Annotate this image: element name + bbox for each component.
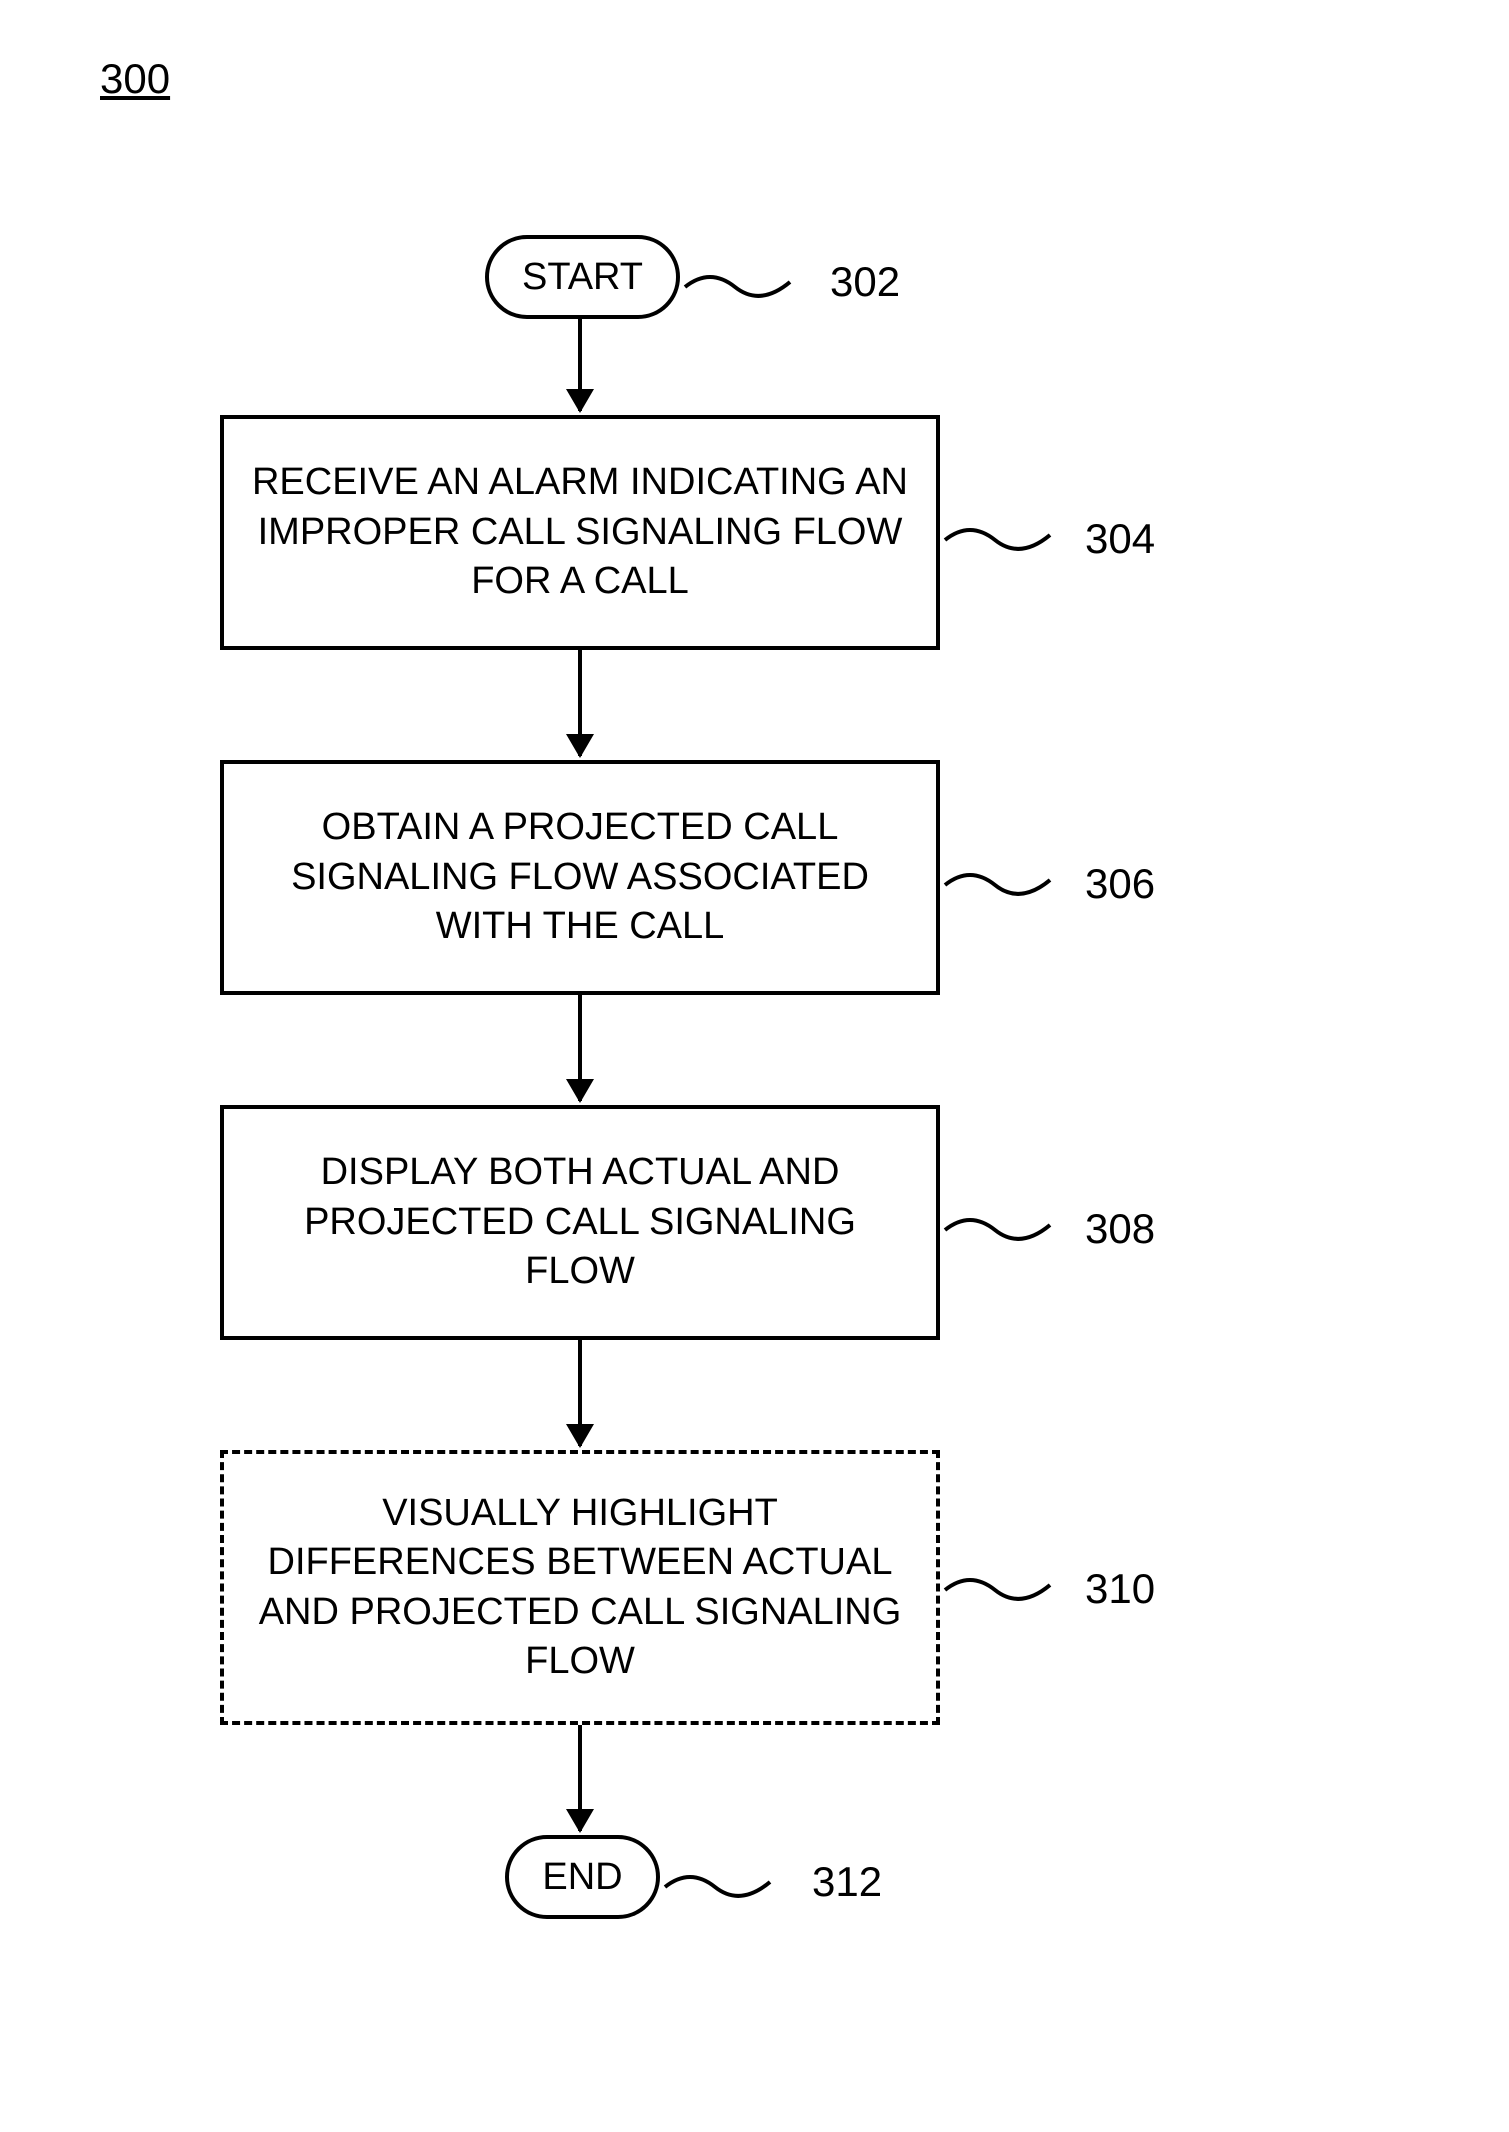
step3-text: DISPLAY BOTH ACTUAL AND PROJECTED CALL S… bbox=[244, 1148, 916, 1296]
start-terminator: START bbox=[485, 235, 680, 319]
ref-label-306: 306 bbox=[1085, 860, 1155, 908]
squiggle-start bbox=[680, 262, 820, 312]
start-text: START bbox=[522, 256, 643, 299]
squiggle-step3 bbox=[940, 1205, 1080, 1255]
ref-label-302: 302 bbox=[830, 258, 900, 306]
arrow-5 bbox=[578, 1725, 582, 1831]
end-terminator: END bbox=[505, 1835, 660, 1919]
step4-text: VISUALLY HIGHLIGHT DIFFERENCES BETWEEN A… bbox=[244, 1489, 916, 1687]
arrow-3 bbox=[578, 995, 582, 1101]
figure-label: 300 bbox=[100, 55, 170, 103]
step1-text: RECEIVE AN ALARM INDICATING AN IMPROPER … bbox=[244, 458, 916, 606]
squiggle-step1 bbox=[940, 515, 1080, 565]
ref-label-312: 312 bbox=[812, 1858, 882, 1906]
end-text: END bbox=[542, 1856, 622, 1899]
squiggle-end bbox=[660, 1862, 800, 1912]
ref-label-308: 308 bbox=[1085, 1205, 1155, 1253]
process-step-3: DISPLAY BOTH ACTUAL AND PROJECTED CALL S… bbox=[220, 1105, 940, 1340]
arrow-1 bbox=[578, 319, 582, 411]
process-step-2: OBTAIN A PROJECTED CALL SIGNALING FLOW A… bbox=[220, 760, 940, 995]
ref-label-310: 310 bbox=[1085, 1565, 1155, 1613]
arrow-2 bbox=[578, 650, 582, 756]
process-step-4-dashed: VISUALLY HIGHLIGHT DIFFERENCES BETWEEN A… bbox=[220, 1450, 940, 1725]
squiggle-step4 bbox=[940, 1565, 1080, 1615]
ref-label-304: 304 bbox=[1085, 515, 1155, 563]
squiggle-step2 bbox=[940, 860, 1080, 910]
step2-text: OBTAIN A PROJECTED CALL SIGNALING FLOW A… bbox=[244, 803, 916, 951]
process-step-1: RECEIVE AN ALARM INDICATING AN IMPROPER … bbox=[220, 415, 940, 650]
arrow-4 bbox=[578, 1340, 582, 1446]
